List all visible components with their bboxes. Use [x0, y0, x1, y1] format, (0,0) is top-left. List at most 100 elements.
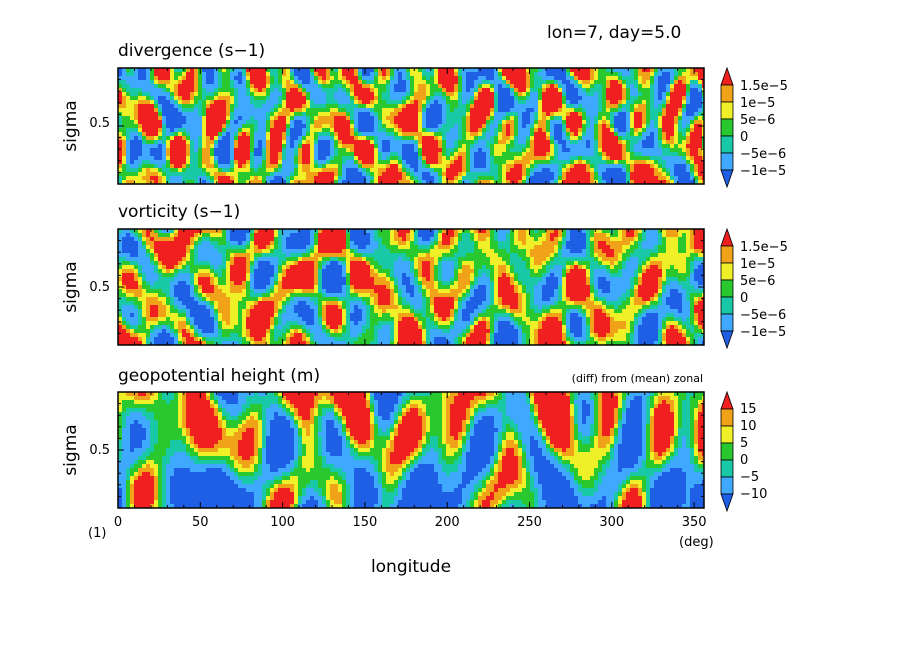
- heatmap-cell: [642, 144, 647, 149]
- heatmap-cell: [258, 148, 263, 153]
- heatmap-cell: [194, 72, 199, 77]
- heatmap-cell: [378, 172, 383, 177]
- heatmap-cell: [398, 168, 403, 173]
- heatmap-cell: [198, 140, 203, 145]
- heatmap-cell: [158, 144, 163, 149]
- heatmap-cell: [526, 237, 531, 242]
- heatmap-cell: [410, 180, 415, 184]
- heatmap-cell: [526, 112, 531, 117]
- heatmap-cell: [422, 96, 427, 101]
- heatmap-cell: [638, 120, 643, 125]
- heatmap-cell: [510, 116, 515, 121]
- heatmap-cell: [338, 160, 343, 165]
- heatmap-cell: [358, 100, 363, 105]
- heatmap-cell: [334, 172, 339, 177]
- heatmap-cell: [670, 176, 675, 181]
- heatmap-cell: [218, 176, 223, 181]
- heatmap-cell: [450, 233, 455, 238]
- heatmap-cell: [378, 180, 383, 184]
- heatmap-cell: [214, 148, 219, 153]
- heatmap-cell: [194, 68, 199, 73]
- heatmap-cell: [686, 84, 691, 89]
- heatmap-cell: [494, 237, 499, 242]
- heatmap-cell: [202, 164, 207, 169]
- heatmap-cell: [442, 104, 447, 109]
- heatmap-cell: [198, 104, 203, 109]
- heatmap-cell: [422, 68, 427, 73]
- heatmap-cell: [526, 84, 531, 89]
- heatmap-cell: [450, 136, 455, 141]
- heatmap-cell: [418, 112, 423, 117]
- heatmap-cell: [698, 229, 703, 234]
- heatmap-cell: [602, 164, 607, 169]
- heatmap-cell: [542, 108, 547, 113]
- heatmap-cell: [282, 164, 287, 169]
- heatmap-cell: [650, 233, 655, 238]
- heatmap-cell: [678, 84, 683, 89]
- heatmap-cell: [162, 84, 167, 89]
- heatmap-cell: [526, 128, 531, 133]
- heatmap-cell: [610, 96, 615, 101]
- heatmap-cell: [494, 128, 499, 133]
- heatmap-cell: [146, 96, 151, 101]
- heatmap-cell: [390, 92, 395, 97]
- heatmap-cell: [158, 172, 163, 177]
- heatmap-cell: [582, 96, 587, 101]
- colorbar-swatch: [720, 101, 734, 120]
- heatmap-cell: [282, 72, 287, 77]
- heatmap-cell: [594, 108, 599, 113]
- heatmap-cell: [194, 233, 199, 238]
- heatmap-cell: [646, 116, 651, 121]
- heatmap-cell: [258, 88, 263, 93]
- heatmap-cell: [690, 176, 695, 181]
- heatmap-cell: [226, 241, 231, 246]
- heatmap-cell: [550, 108, 555, 113]
- heatmap-cell: [534, 120, 539, 125]
- heatmap-cell: [498, 68, 503, 73]
- heatmap-cell: [630, 136, 635, 141]
- heatmap-cell: [466, 160, 471, 165]
- heatmap-cell: [658, 92, 663, 97]
- heatmap-cell: [434, 148, 439, 153]
- heatmap-cell: [350, 152, 355, 157]
- heatmap-cell: [194, 245, 199, 250]
- heatmap-cell: [126, 152, 131, 157]
- heatmap-cell: [526, 140, 531, 145]
- heatmap-cell: [226, 160, 231, 165]
- heatmap-cell: [234, 100, 239, 105]
- heatmap-cell: [606, 96, 611, 101]
- heatmap-cell: [602, 120, 607, 125]
- heatmap-cell: [298, 180, 303, 184]
- heatmap-cell: [326, 229, 331, 234]
- heatmap-cell: [198, 156, 203, 161]
- heatmap-cell: [234, 96, 239, 101]
- heatmap-cell: [150, 180, 155, 184]
- heatmap-cell: [150, 80, 155, 85]
- heatmap-cell: [126, 180, 131, 184]
- heatmap-cell: [654, 132, 659, 137]
- heatmap-cell: [258, 172, 263, 177]
- heatmap-cell: [518, 80, 523, 85]
- heatmap-cell: [194, 124, 199, 129]
- heatmap-cell: [602, 172, 607, 177]
- heatmap-cell: [690, 112, 695, 117]
- heatmap-cell: [294, 156, 299, 161]
- heatmap-cell: [338, 148, 343, 153]
- heatmap-cell: [518, 76, 523, 81]
- heatmap-cell: [458, 92, 463, 97]
- heatmap-cell: [154, 76, 159, 81]
- heatmap-cell: [670, 229, 675, 234]
- heatmap-cell: [474, 164, 479, 169]
- heatmap-cell: [634, 233, 639, 238]
- heatmap-cell: [342, 229, 347, 234]
- heatmap-cell: [630, 128, 635, 133]
- heatmap-cell: [374, 76, 379, 81]
- heatmap-cell: [406, 124, 411, 129]
- heatmap-cell: [522, 156, 527, 161]
- heatmap-cell: [614, 100, 619, 105]
- heatmap-cell: [610, 128, 615, 133]
- heatmap-cell: [242, 132, 247, 137]
- heatmap-cell: [610, 124, 615, 129]
- heatmap-cell: [590, 148, 595, 153]
- heatmap-cell: [626, 104, 631, 109]
